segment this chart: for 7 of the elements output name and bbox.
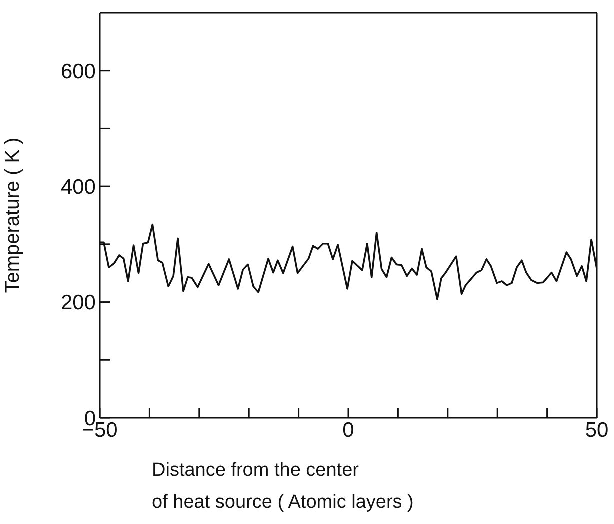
x-tick-label: 50 [585,418,609,442]
x-axis-title: Distance from the center of heat source ( Atomic layers ) [152,459,414,515]
y-tick-label: 200 [60,292,96,315]
x-tick-label: 0 [342,418,354,442]
y-tick-label: 400 [60,176,96,200]
y-tick-label: 600 [60,60,96,84]
y-axis-title: Temperature ( K ) [2,138,24,294]
